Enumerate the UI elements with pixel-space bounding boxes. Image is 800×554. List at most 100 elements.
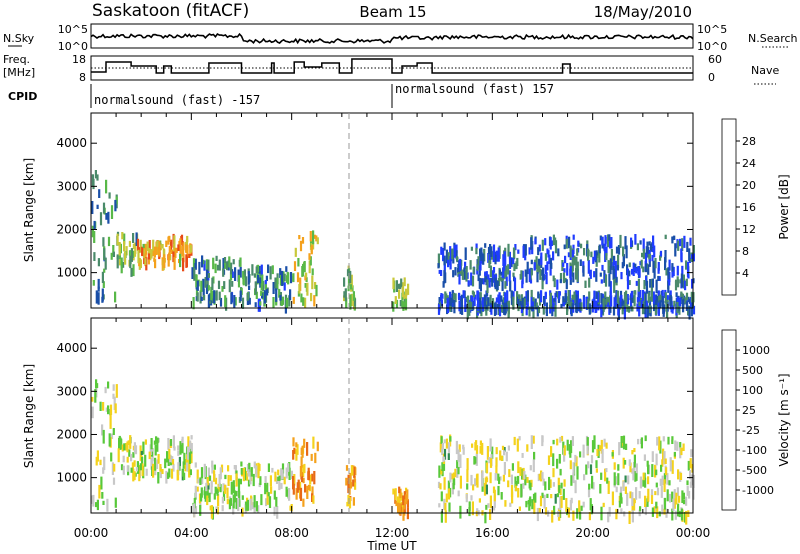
echo-cell [255, 266, 258, 274]
echo-cell [504, 500, 507, 507]
echo-cell [608, 234, 611, 241]
echo-cell [669, 294, 672, 306]
echo-cell [147, 253, 151, 260]
echo-cell [591, 440, 595, 453]
echo-cell [604, 291, 607, 298]
echo-cell [206, 277, 209, 292]
echo-cell [531, 499, 534, 510]
echo-cell [260, 494, 263, 506]
echo-cell [401, 300, 404, 309]
echo-cell [303, 438, 306, 448]
echo-cell [542, 306, 545, 315]
echo-cell [113, 396, 116, 410]
echo-cell [109, 415, 112, 429]
echo-cell [530, 259, 533, 265]
echo-cell [660, 485, 663, 498]
echo-cell [621, 303, 624, 315]
echo-cell [503, 262, 506, 271]
echo-cell [540, 290, 543, 303]
echo-cell [400, 501, 403, 513]
echo-cell [202, 288, 205, 296]
echo-cell [314, 452, 317, 464]
echo-cell [207, 285, 210, 291]
echo-cell [622, 435, 626, 450]
echo-cell [497, 473, 500, 481]
echo-cell [173, 446, 176, 451]
echo-cell [654, 258, 657, 269]
echo-cell [654, 294, 657, 305]
echo-cell [532, 493, 536, 501]
echo-cell [589, 269, 592, 279]
echo-cell [624, 460, 627, 465]
echo-cell [454, 267, 457, 276]
echo-cell [665, 268, 668, 276]
echo-cell [631, 492, 634, 506]
echo-cell [437, 263, 440, 269]
echo-cell [392, 301, 395, 312]
echo-cell [501, 280, 504, 291]
echo-cell [144, 439, 147, 445]
echo-cell [478, 498, 481, 503]
echo-cell [674, 243, 677, 257]
echo-cell [599, 235, 602, 241]
echo-cell [196, 469, 199, 484]
echo-cell [518, 506, 521, 511]
echo-cell [609, 240, 612, 249]
echo-cell [233, 295, 236, 309]
echo-cell [690, 302, 693, 317]
echo-cell [95, 290, 98, 304]
echo-cell [477, 256, 480, 266]
echo-cell [685, 260, 688, 270]
echo-cell [674, 510, 677, 520]
echo-cell [253, 495, 256, 508]
echo-cell [583, 474, 586, 481]
echo-cell [452, 478, 455, 490]
echo-cell [167, 438, 170, 450]
echo-cell [570, 302, 573, 308]
echo-cell [293, 261, 297, 271]
echo-cell [110, 205, 114, 219]
echo-cell [635, 463, 638, 474]
echo-cell [153, 246, 157, 254]
echo-cell [96, 450, 99, 462]
echo-cell [564, 293, 567, 303]
echo-cell [214, 477, 218, 485]
echo-cell [97, 286, 100, 292]
echo-cell [241, 297, 245, 309]
echo-cell [575, 264, 578, 271]
echo-cell [154, 457, 157, 471]
echo-cell [224, 263, 227, 269]
echo-cell [479, 301, 482, 314]
echo-cell [343, 295, 346, 302]
echo-cell [664, 292, 667, 304]
echo-cell [96, 499, 99, 511]
echo-cell [612, 306, 616, 316]
echo-cell [647, 246, 650, 258]
echo-cell [294, 247, 297, 257]
echo-cell [264, 483, 267, 495]
echo-cell [631, 268, 634, 275]
echo-cell [93, 252, 96, 261]
echo-cell [194, 485, 197, 498]
echo-cell [607, 260, 610, 273]
echo-cell [272, 282, 275, 294]
echo-cell [240, 468, 243, 475]
echo-cell [404, 288, 408, 299]
echo-cell [443, 257, 446, 266]
echo-cell [257, 505, 260, 514]
echo-cell [207, 259, 210, 272]
echo-cell [494, 277, 497, 290]
echo-cell [664, 257, 667, 271]
echo-cell [641, 290, 645, 301]
echo-cell [499, 450, 502, 461]
echo-cell [112, 477, 116, 485]
echo-cell [593, 435, 596, 450]
echo-cell [461, 305, 464, 315]
echo-cell [556, 279, 559, 290]
echo-cell [108, 433, 111, 447]
echo-cell [137, 249, 140, 264]
echo-cell [560, 496, 563, 508]
echo-cell [246, 464, 250, 473]
echo-cell [462, 290, 465, 299]
echo-cell [454, 468, 457, 478]
